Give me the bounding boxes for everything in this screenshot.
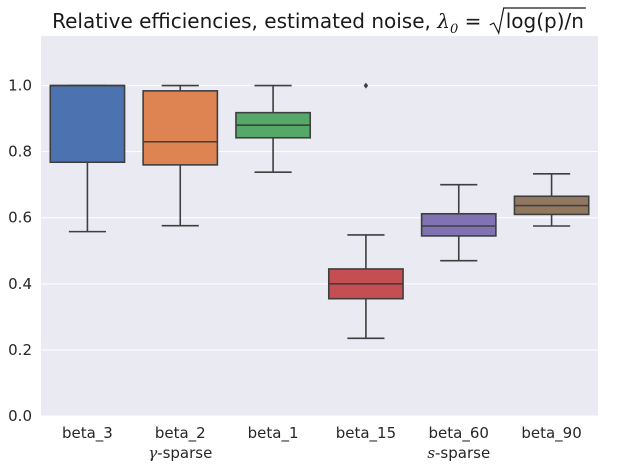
gridlines — [41, 85, 598, 417]
box-beta_2 — [142, 84, 219, 227]
outlier-point — [363, 82, 369, 89]
group-labels: γ-sparse s-sparse — [148, 444, 490, 462]
group-label: γ-sparse — [148, 444, 212, 462]
box-beta_3 — [49, 84, 126, 233]
box-body — [420, 212, 497, 237]
box-body — [142, 90, 219, 166]
group-label-rest: -sparse — [435, 444, 490, 462]
x-tick-label: beta_60 — [429, 424, 489, 443]
chart-title: Relative efficiencies, estimated noise, … — [52, 9, 584, 37]
y-tick-label: 0.8 — [8, 143, 32, 161]
y-tick-label: 0.2 — [8, 341, 32, 359]
boxes — [49, 82, 590, 340]
title-equals: = — [458, 9, 487, 33]
title-prefix: Relative efficiencies, estimated noise, — [52, 9, 437, 33]
title-lambda: λ — [436, 9, 450, 33]
title-sqrt-sign — [489, 7, 586, 35]
group-label-rest: -sparse — [157, 444, 212, 462]
x-tick-label: beta_2 — [155, 424, 206, 443]
box-beta_15 — [327, 82, 404, 340]
plot-area — [41, 36, 598, 416]
group-label: s-sparse — [427, 444, 490, 462]
y-tick-label: 0.4 — [8, 275, 32, 293]
group-label-symbol: γ — [148, 444, 157, 462]
box-beta_1 — [235, 84, 312, 173]
x-tick-label: beta_15 — [336, 424, 396, 443]
group-label-symbol: s — [427, 444, 435, 462]
x-axis-ticks: beta_3 beta_2 beta_1 beta_15 beta_60 beta_90 — [62, 424, 582, 443]
title-sqrt-arg: log(p)/n — [506, 9, 584, 33]
y-tick-label: 0.6 — [8, 209, 32, 227]
x-tick-label: beta_3 — [62, 424, 113, 443]
x-tick-label: beta_90 — [521, 424, 581, 443]
y-axis-ticks: 0.0 0.2 0.4 0.6 0.8 1.0 — [8, 77, 32, 425]
title-subscript: 0 — [450, 22, 458, 37]
x-tick-label: beta_1 — [248, 424, 299, 443]
box-beta_90 — [513, 172, 590, 227]
box-body — [49, 84, 126, 164]
y-tick-label: 1.0 — [8, 77, 32, 95]
y-tick-label: 0.0 — [8, 407, 32, 425]
box-beta_60 — [420, 183, 497, 262]
